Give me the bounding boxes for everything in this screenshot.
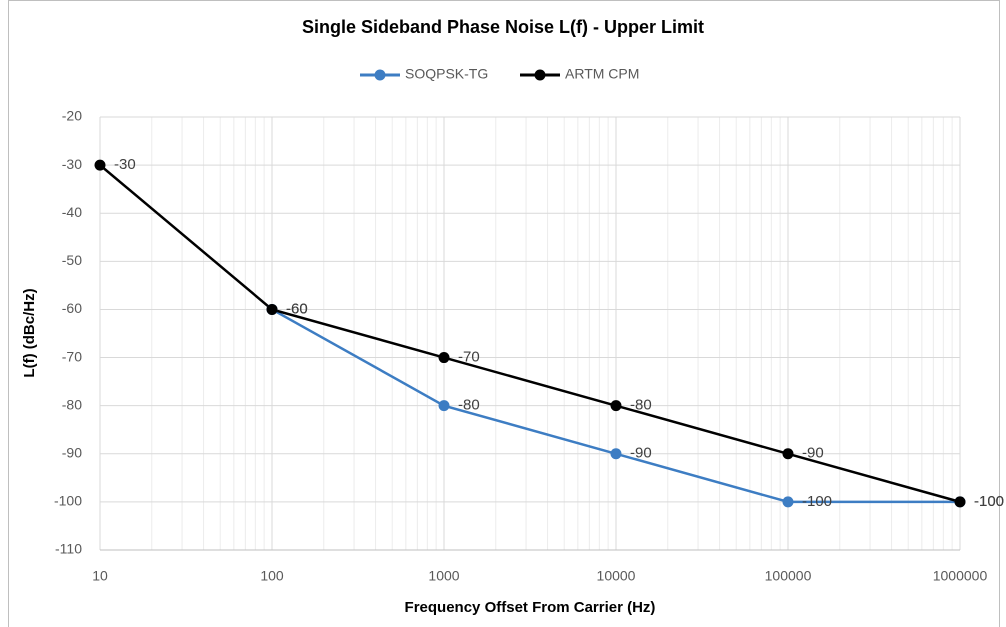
y-tick-label: -30 (62, 156, 82, 172)
legend-marker (534, 69, 546, 81)
y-tick-label: -40 (62, 204, 82, 220)
legend-marker (374, 69, 386, 81)
y-tick-label: -80 (62, 396, 82, 412)
data-point (610, 400, 622, 412)
data-label: -100 (802, 493, 832, 510)
x-tick-label: 1000000 (933, 568, 988, 584)
x-tick-label: 10000 (597, 568, 636, 584)
data-point (438, 400, 450, 412)
y-tick-label: -70 (62, 348, 82, 364)
x-tick-label: 100 (260, 568, 284, 584)
y-tick-label: -20 (62, 108, 82, 124)
data-point (438, 352, 450, 364)
data-label: -60 (286, 300, 308, 317)
y-tick-label: -100 (54, 493, 82, 509)
data-label: -90 (802, 445, 824, 462)
data-point (94, 159, 106, 171)
chart-title: Single Sideband Phase Noise L(f) - Upper… (302, 17, 704, 37)
data-label: -90 (630, 445, 652, 462)
x-tick-label: 10 (92, 568, 108, 584)
legend-label: SOQPSK-TG (405, 66, 488, 82)
data-label: -70 (458, 349, 480, 366)
data-label: -60 (286, 300, 308, 317)
x-axis-label: Frequency Offset From Carrier (Hz) (405, 599, 656, 616)
chart-frame (8, 0, 1000, 627)
y-tick-label: -60 (62, 300, 82, 316)
data-point (266, 303, 278, 315)
data-point (782, 448, 794, 460)
legend-label: ARTM CPM (565, 66, 639, 82)
data-label: -80 (458, 397, 480, 414)
series-line (99, 164, 961, 504)
y-tick-label: -90 (62, 444, 82, 460)
y-axis-label: L(f) (dBc/Hz) (21, 288, 38, 377)
data-label: -30 (114, 156, 136, 173)
y-tick-label: -50 (62, 252, 82, 268)
x-tick-label: 1000 (428, 568, 459, 584)
data-label: -100 (974, 493, 1004, 510)
x-tick-label: 100000 (765, 568, 812, 584)
data-point (782, 496, 794, 508)
data-point (610, 448, 622, 460)
data-label: -80 (630, 397, 652, 414)
data-label: -100 (974, 493, 1004, 510)
data-point (954, 496, 966, 508)
y-tick-label: -110 (55, 541, 82, 557)
